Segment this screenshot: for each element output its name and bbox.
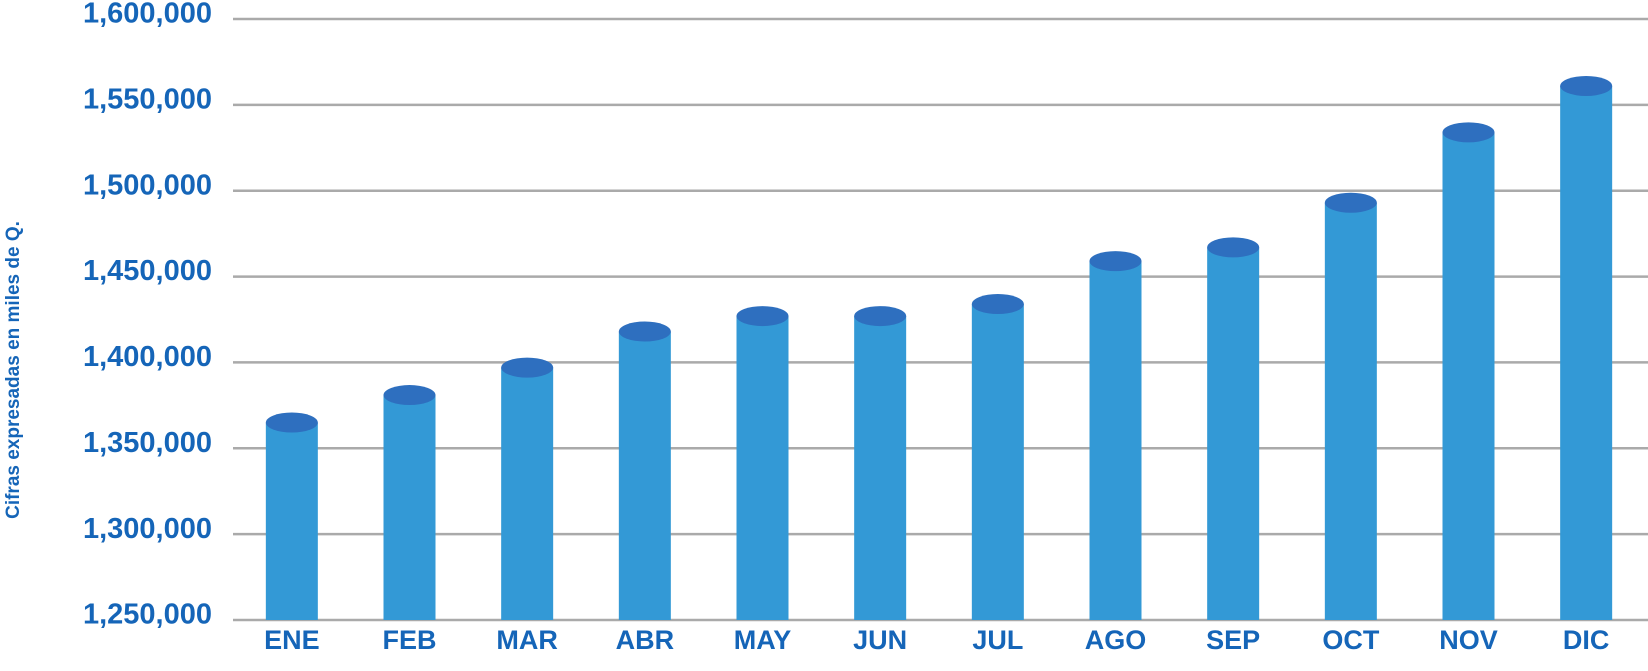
bar bbox=[854, 306, 907, 620]
x-tick-label: ABR bbox=[616, 625, 675, 655]
x-tick-label: ENE bbox=[264, 625, 320, 655]
bar bbox=[736, 306, 789, 620]
bar-body bbox=[1089, 261, 1142, 620]
bar bbox=[1560, 75, 1613, 621]
bar-top bbox=[1560, 75, 1613, 96]
y-axis-label: Cifras expresadas en miles de Q. bbox=[3, 221, 24, 519]
bar-top bbox=[1324, 192, 1377, 213]
bar bbox=[1324, 192, 1377, 620]
bar-top bbox=[1442, 122, 1495, 143]
bar-top bbox=[501, 357, 554, 378]
bar bbox=[501, 357, 554, 620]
x-tick-label: OCT bbox=[1322, 625, 1380, 655]
bar bbox=[383, 385, 436, 620]
bar bbox=[618, 321, 671, 620]
x-tick-label: JUL bbox=[972, 625, 1023, 655]
bar bbox=[265, 412, 318, 620]
y-tick-label: 1,600,000 bbox=[83, 0, 212, 30]
bar-body bbox=[854, 316, 907, 620]
bar-top bbox=[618, 321, 671, 342]
bar-body bbox=[618, 331, 671, 620]
bar-top bbox=[854, 306, 907, 327]
bar-body bbox=[265, 422, 318, 620]
x-tick-label: MAY bbox=[734, 625, 792, 655]
bar-body bbox=[1207, 247, 1260, 620]
bar-body bbox=[1442, 132, 1495, 620]
x-tick-label: SEP bbox=[1206, 625, 1260, 655]
x-tick-label: DIC bbox=[1563, 625, 1610, 655]
x-tick-label: NOV bbox=[1439, 625, 1498, 655]
bar bbox=[971, 294, 1024, 620]
bar-body bbox=[1560, 85, 1613, 621]
y-tick-label: 1,250,000 bbox=[83, 599, 212, 631]
bar bbox=[1089, 251, 1142, 620]
y-tick-label: 1,450,000 bbox=[83, 255, 212, 287]
x-tick-label: FEB bbox=[383, 625, 437, 655]
bar-top bbox=[383, 385, 436, 406]
x-tick-label: MAR bbox=[496, 625, 558, 655]
bar-body bbox=[736, 316, 789, 620]
y-tick-label: 1,500,000 bbox=[83, 169, 212, 201]
y-tick-label: 1,400,000 bbox=[83, 341, 212, 373]
bar-top bbox=[736, 306, 789, 327]
y-tick-label: 1,350,000 bbox=[83, 427, 212, 459]
x-tick-label: JUN bbox=[853, 625, 907, 655]
bar-top bbox=[265, 412, 318, 433]
bar bbox=[1207, 237, 1260, 620]
x-tick-label: AGO bbox=[1085, 625, 1147, 655]
bar-top bbox=[1207, 237, 1260, 258]
bar-body bbox=[501, 367, 554, 620]
bar-top bbox=[1089, 251, 1142, 272]
bar-body bbox=[971, 304, 1024, 620]
bar bbox=[1442, 122, 1495, 620]
bar-body bbox=[383, 395, 436, 620]
y-tick-label: 1,550,000 bbox=[83, 84, 212, 116]
y-tick-label: 1,300,000 bbox=[83, 513, 212, 545]
bar-body bbox=[1324, 202, 1377, 620]
bar-top bbox=[971, 294, 1024, 315]
